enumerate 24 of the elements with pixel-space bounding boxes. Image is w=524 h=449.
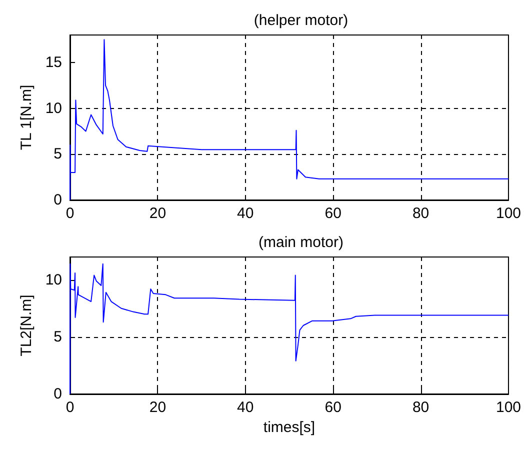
- x-tick-label: 40: [237, 205, 254, 222]
- x-tick-label: 100: [496, 205, 521, 222]
- x-tick-label: 20: [149, 205, 166, 222]
- y-tick-label: 15: [45, 54, 62, 71]
- y-tick-label: 10: [45, 100, 62, 117]
- y-tick-label: 0: [54, 386, 62, 402]
- y-axis-title: TL2[N.m]: [18, 294, 35, 356]
- x-tick-label: 80: [412, 399, 430, 416]
- x-tick-label: 0: [66, 399, 74, 416]
- x-axis-title: times[s]: [263, 418, 316, 436]
- y-tick-label: 0: [54, 192, 62, 208]
- x-tick-label: 60: [324, 399, 342, 416]
- x-tick-label: 20: [149, 399, 166, 416]
- y-tick-label: 5: [54, 146, 62, 163]
- x-tick-label: 0: [66, 205, 74, 222]
- y-axis-title: TL 1[N.m]: [18, 84, 35, 150]
- x-tick-label: 40: [237, 399, 254, 416]
- x-tick-label: 100: [496, 399, 521, 416]
- y-tick-label: 10: [45, 271, 62, 288]
- y-tick-label: 5: [54, 328, 62, 346]
- chart-title: (main motor): [258, 234, 344, 251]
- x-tick-label: 80: [412, 205, 430, 222]
- x-tick-label: 60: [324, 205, 342, 222]
- chart-title: (helper motor): [254, 12, 348, 29]
